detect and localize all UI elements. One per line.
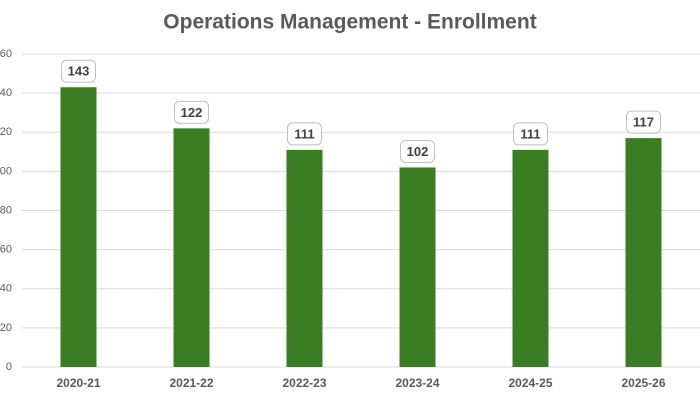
x-tick-label: 2025-26 (621, 376, 665, 390)
y-tick-label: 40 (0, 283, 12, 295)
y-tick-label: 140 (0, 87, 12, 99)
data-label-box (400, 139, 435, 163)
data-label: 122 (181, 105, 203, 120)
bar (173, 128, 210, 367)
x-tick-label: 2023-24 (395, 376, 439, 390)
data-label-box (61, 59, 96, 83)
y-tick-label: 0 (6, 361, 12, 373)
data-label: 117 (633, 115, 654, 130)
x-tick-label: 2022-23 (282, 376, 326, 390)
bar (286, 149, 323, 367)
bar (399, 167, 436, 367)
x-tick-label: 2020-21 (56, 376, 100, 390)
data-label-box (513, 122, 548, 146)
data-label-box (174, 100, 209, 124)
y-tick-label: 80 (0, 204, 12, 216)
chart-title: Operations Management - Enrollment (163, 11, 536, 34)
x-tick-label: 2021-22 (169, 376, 213, 390)
data-label: 102 (407, 144, 429, 159)
data-label: 143 (68, 64, 90, 79)
bar (60, 87, 97, 367)
data-label-box (626, 110, 661, 134)
bar (512, 149, 549, 367)
y-tick-label: 60 (0, 244, 12, 256)
y-tick-label: 160 (0, 48, 12, 60)
bar (625, 138, 662, 367)
data-label: 111 (294, 126, 314, 141)
data-label-box (287, 122, 322, 146)
y-tick-label: 100 (0, 165, 12, 177)
x-tick-label: 2024-25 (508, 376, 552, 390)
y-tick-label: 120 (0, 126, 12, 138)
data-label: 111 (520, 126, 540, 141)
y-tick-label: 20 (0, 322, 12, 334)
